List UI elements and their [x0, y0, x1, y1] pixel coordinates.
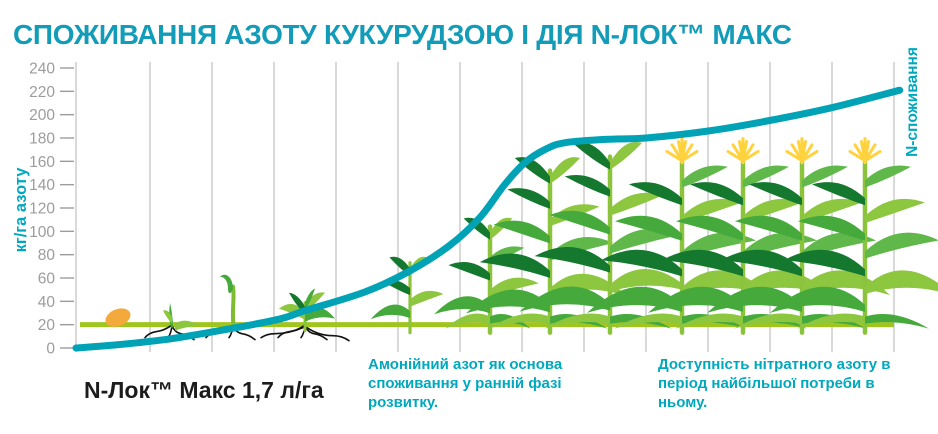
corn-leaf	[305, 288, 315, 310]
corn-leaf	[534, 247, 610, 273]
corn-leaf	[488, 313, 550, 329]
roots	[304, 324, 328, 341]
corn-leaf	[564, 175, 610, 197]
stalk	[230, 284, 236, 331]
y-axis: 0 20 40 60 80 100 120 140 160 180 200 220 240	[29, 61, 74, 358]
y-tick-label: 120	[29, 201, 55, 218]
corn-leaf	[675, 313, 743, 329]
corn-leaf	[749, 182, 802, 206]
corn-leaf	[770, 286, 865, 313]
corn-leaf	[370, 304, 410, 320]
corn-leaf	[865, 270, 938, 295]
y-tick-label: 160	[29, 154, 55, 171]
y-axis-label: кг/га азоту	[12, 167, 30, 253]
annotation-nitrate-nitrogen: Доступність нітратного азоту в період на…	[658, 356, 891, 412]
corn-leaf	[549, 210, 610, 235]
product-dose-label: N-Лок™ Макс 1,7 л/га	[84, 377, 324, 403]
corn-leaf	[610, 192, 663, 216]
corn-leaf	[493, 220, 550, 244]
annotation-ammonium-nitrogen: Амонійний азот як основа споживання у ра…	[368, 356, 563, 412]
corn-leaf	[572, 141, 610, 170]
y-tick-label: 100	[29, 224, 55, 241]
tassel	[848, 137, 882, 165]
y-tick-label: 240	[29, 61, 55, 78]
seed	[105, 308, 131, 327]
corn-leaf	[865, 165, 911, 188]
roots	[306, 326, 350, 342]
right-axis-label: N-споживання	[904, 47, 921, 157]
corn-leaf	[629, 182, 682, 206]
corn-leaf	[676, 215, 743, 241]
corn-leaf	[175, 320, 199, 331]
corn-leaf	[865, 313, 929, 329]
y-tick-label: 20	[38, 317, 56, 334]
corn-leaf	[507, 188, 550, 209]
corn-leaf	[614, 313, 682, 329]
corn-plant	[519, 141, 693, 335]
corn-leaf	[519, 286, 610, 312]
corn-leaf	[797, 313, 865, 329]
y-tick-label: 60	[38, 271, 56, 288]
y-tick-label: 40	[38, 294, 56, 311]
y-tick-label: 180	[29, 131, 55, 148]
corn-leaf	[721, 249, 802, 277]
corn-leaf	[448, 261, 490, 281]
corn-plant	[370, 256, 444, 335]
corn-leaf	[610, 269, 693, 293]
corn-plant-tasseled	[770, 137, 938, 335]
hook-leaf	[220, 274, 233, 294]
y-tick-label: 80	[38, 247, 56, 264]
corn-leaf	[610, 141, 643, 170]
corn-leaf	[690, 182, 743, 206]
corn-leaf	[865, 232, 938, 259]
chart-title: СПОЖИВАННЯ АЗОТУ КУКУРУДЗОЮ І ДІЯ N-ЛОК™…	[13, 19, 792, 50]
corn-growth-stages	[105, 137, 938, 342]
corn-leaf	[865, 198, 925, 223]
corn-leaf	[734, 313, 802, 329]
y-tick-label: 140	[29, 177, 55, 194]
corn-leaf	[163, 310, 172, 324]
y-tick-label: 0	[46, 341, 55, 358]
y-tick-label: 220	[29, 84, 55, 101]
corn-leaf	[445, 313, 490, 329]
y-tick-label: 200	[29, 107, 55, 124]
corn-leaf	[479, 253, 550, 278]
corn-sprout	[144, 302, 199, 341]
tassel	[785, 137, 819, 165]
corn-leaf	[610, 228, 678, 254]
n-consumption-curve	[72, 86, 904, 352]
corn-leaf	[812, 182, 865, 206]
tassel	[665, 137, 699, 165]
roots	[260, 326, 304, 339]
corn-leaf	[544, 313, 610, 329]
corn-leaf	[798, 215, 865, 241]
roots	[144, 324, 172, 339]
corn-leaf	[735, 215, 802, 241]
corn-leaf	[550, 157, 581, 184]
corn-leaf	[410, 290, 444, 307]
corn-seed	[105, 308, 131, 327]
tassel	[726, 137, 760, 165]
corn-leaf	[662, 249, 743, 277]
corn-leaf	[615, 215, 682, 241]
corn-leaf	[601, 249, 682, 277]
corn-leaf	[784, 249, 865, 277]
corn-leaf	[682, 165, 728, 188]
corn-leaf	[802, 165, 848, 188]
corn-leaf	[743, 165, 789, 188]
